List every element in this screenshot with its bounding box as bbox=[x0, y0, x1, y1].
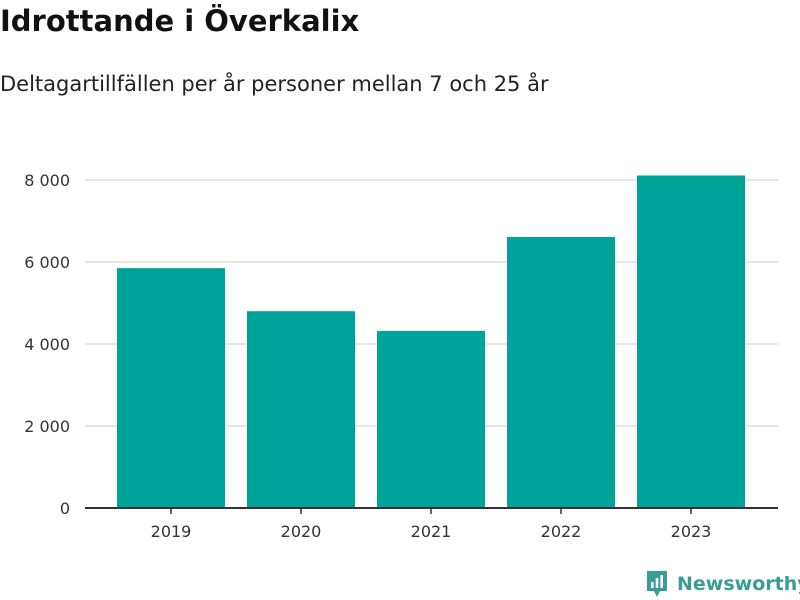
bar-2023 bbox=[637, 175, 745, 509]
y-tick-label: 2 000 bbox=[24, 417, 70, 436]
x-tick-label: 2023 bbox=[671, 522, 712, 541]
brand-label: Newsworthy bbox=[677, 573, 800, 595]
chart-title: Idrottande i Överkalix bbox=[0, 4, 360, 38]
y-axis-ticks: 0 2 000 4 000 6 000 8 000 bbox=[24, 171, 70, 518]
chart-subtitle: Deltagartillfällen per år personer mella… bbox=[0, 72, 549, 96]
y-tick-label: 4 000 bbox=[24, 335, 70, 354]
bars bbox=[117, 175, 745, 509]
newsworthy-logo-icon bbox=[647, 571, 667, 597]
bar-2022 bbox=[507, 236, 615, 509]
brand-logo: Newsworthy bbox=[645, 568, 800, 600]
bar-2020 bbox=[247, 311, 355, 508]
y-tick-label: 8 000 bbox=[24, 171, 70, 190]
y-tick-label: 0 bbox=[60, 499, 70, 518]
x-tick-label: 2020 bbox=[281, 522, 322, 541]
x-tick-label: 2019 bbox=[151, 522, 192, 541]
x-tick-label: 2022 bbox=[541, 522, 582, 541]
y-tick-label: 6 000 bbox=[24, 253, 70, 272]
bar-2021 bbox=[377, 330, 485, 508]
bar-2019 bbox=[117, 268, 225, 508]
x-axis: 2019 2020 2021 2022 2023 bbox=[85, 507, 778, 541]
x-tick-label: 2021 bbox=[411, 522, 452, 541]
